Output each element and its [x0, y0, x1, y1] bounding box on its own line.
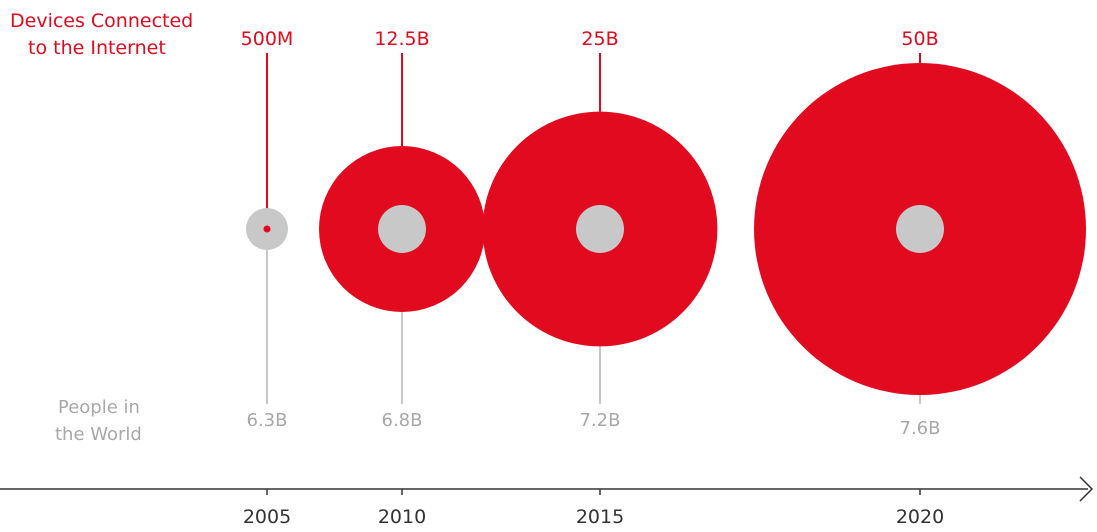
devices-title-line-1: Devices Connected [10, 10, 193, 32]
people-value-label-2015: 7.2B [580, 410, 621, 431]
x-axis [0, 476, 1094, 502]
x-tick-label-2005: 2005 [243, 506, 291, 528]
devices-value-label-2005: 500M [241, 28, 294, 50]
people-title: People in the World [55, 397, 142, 445]
devices-value-label-2020: 50B [901, 28, 938, 50]
people-bubble-2010 [378, 205, 426, 253]
devices-value-label-2010: 12.5B [374, 28, 429, 50]
devices-value-label-2015: 25B [581, 28, 618, 50]
devices-bubble-2005 [263, 225, 271, 233]
x-tick-label-2015: 2015 [576, 506, 624, 528]
devices-title: Devices Connected to the Internet [10, 10, 193, 59]
people-value-label-2010: 6.8B [382, 410, 423, 431]
x-tick-label-2010: 2010 [378, 506, 426, 528]
x-tick-label-2020: 2020 [896, 506, 944, 528]
x-axis-arrow-icon [1079, 476, 1094, 502]
people-value-label-2005: 6.3B [247, 410, 288, 431]
people-bubble-2015 [576, 205, 624, 253]
people-title-line-2: the World [55, 424, 142, 445]
bubbles-group: 500M 6.3B 2005 12.5B 6.8B 2010 25B 7.2B 2015 50B 7… [241, 28, 1086, 528]
people-value-label-2020: 7.6B [900, 418, 941, 439]
people-title-line-1: People in [58, 397, 140, 418]
devices-title-line-2: to the Internet [28, 37, 166, 59]
people-bubble-2020 [896, 205, 944, 253]
